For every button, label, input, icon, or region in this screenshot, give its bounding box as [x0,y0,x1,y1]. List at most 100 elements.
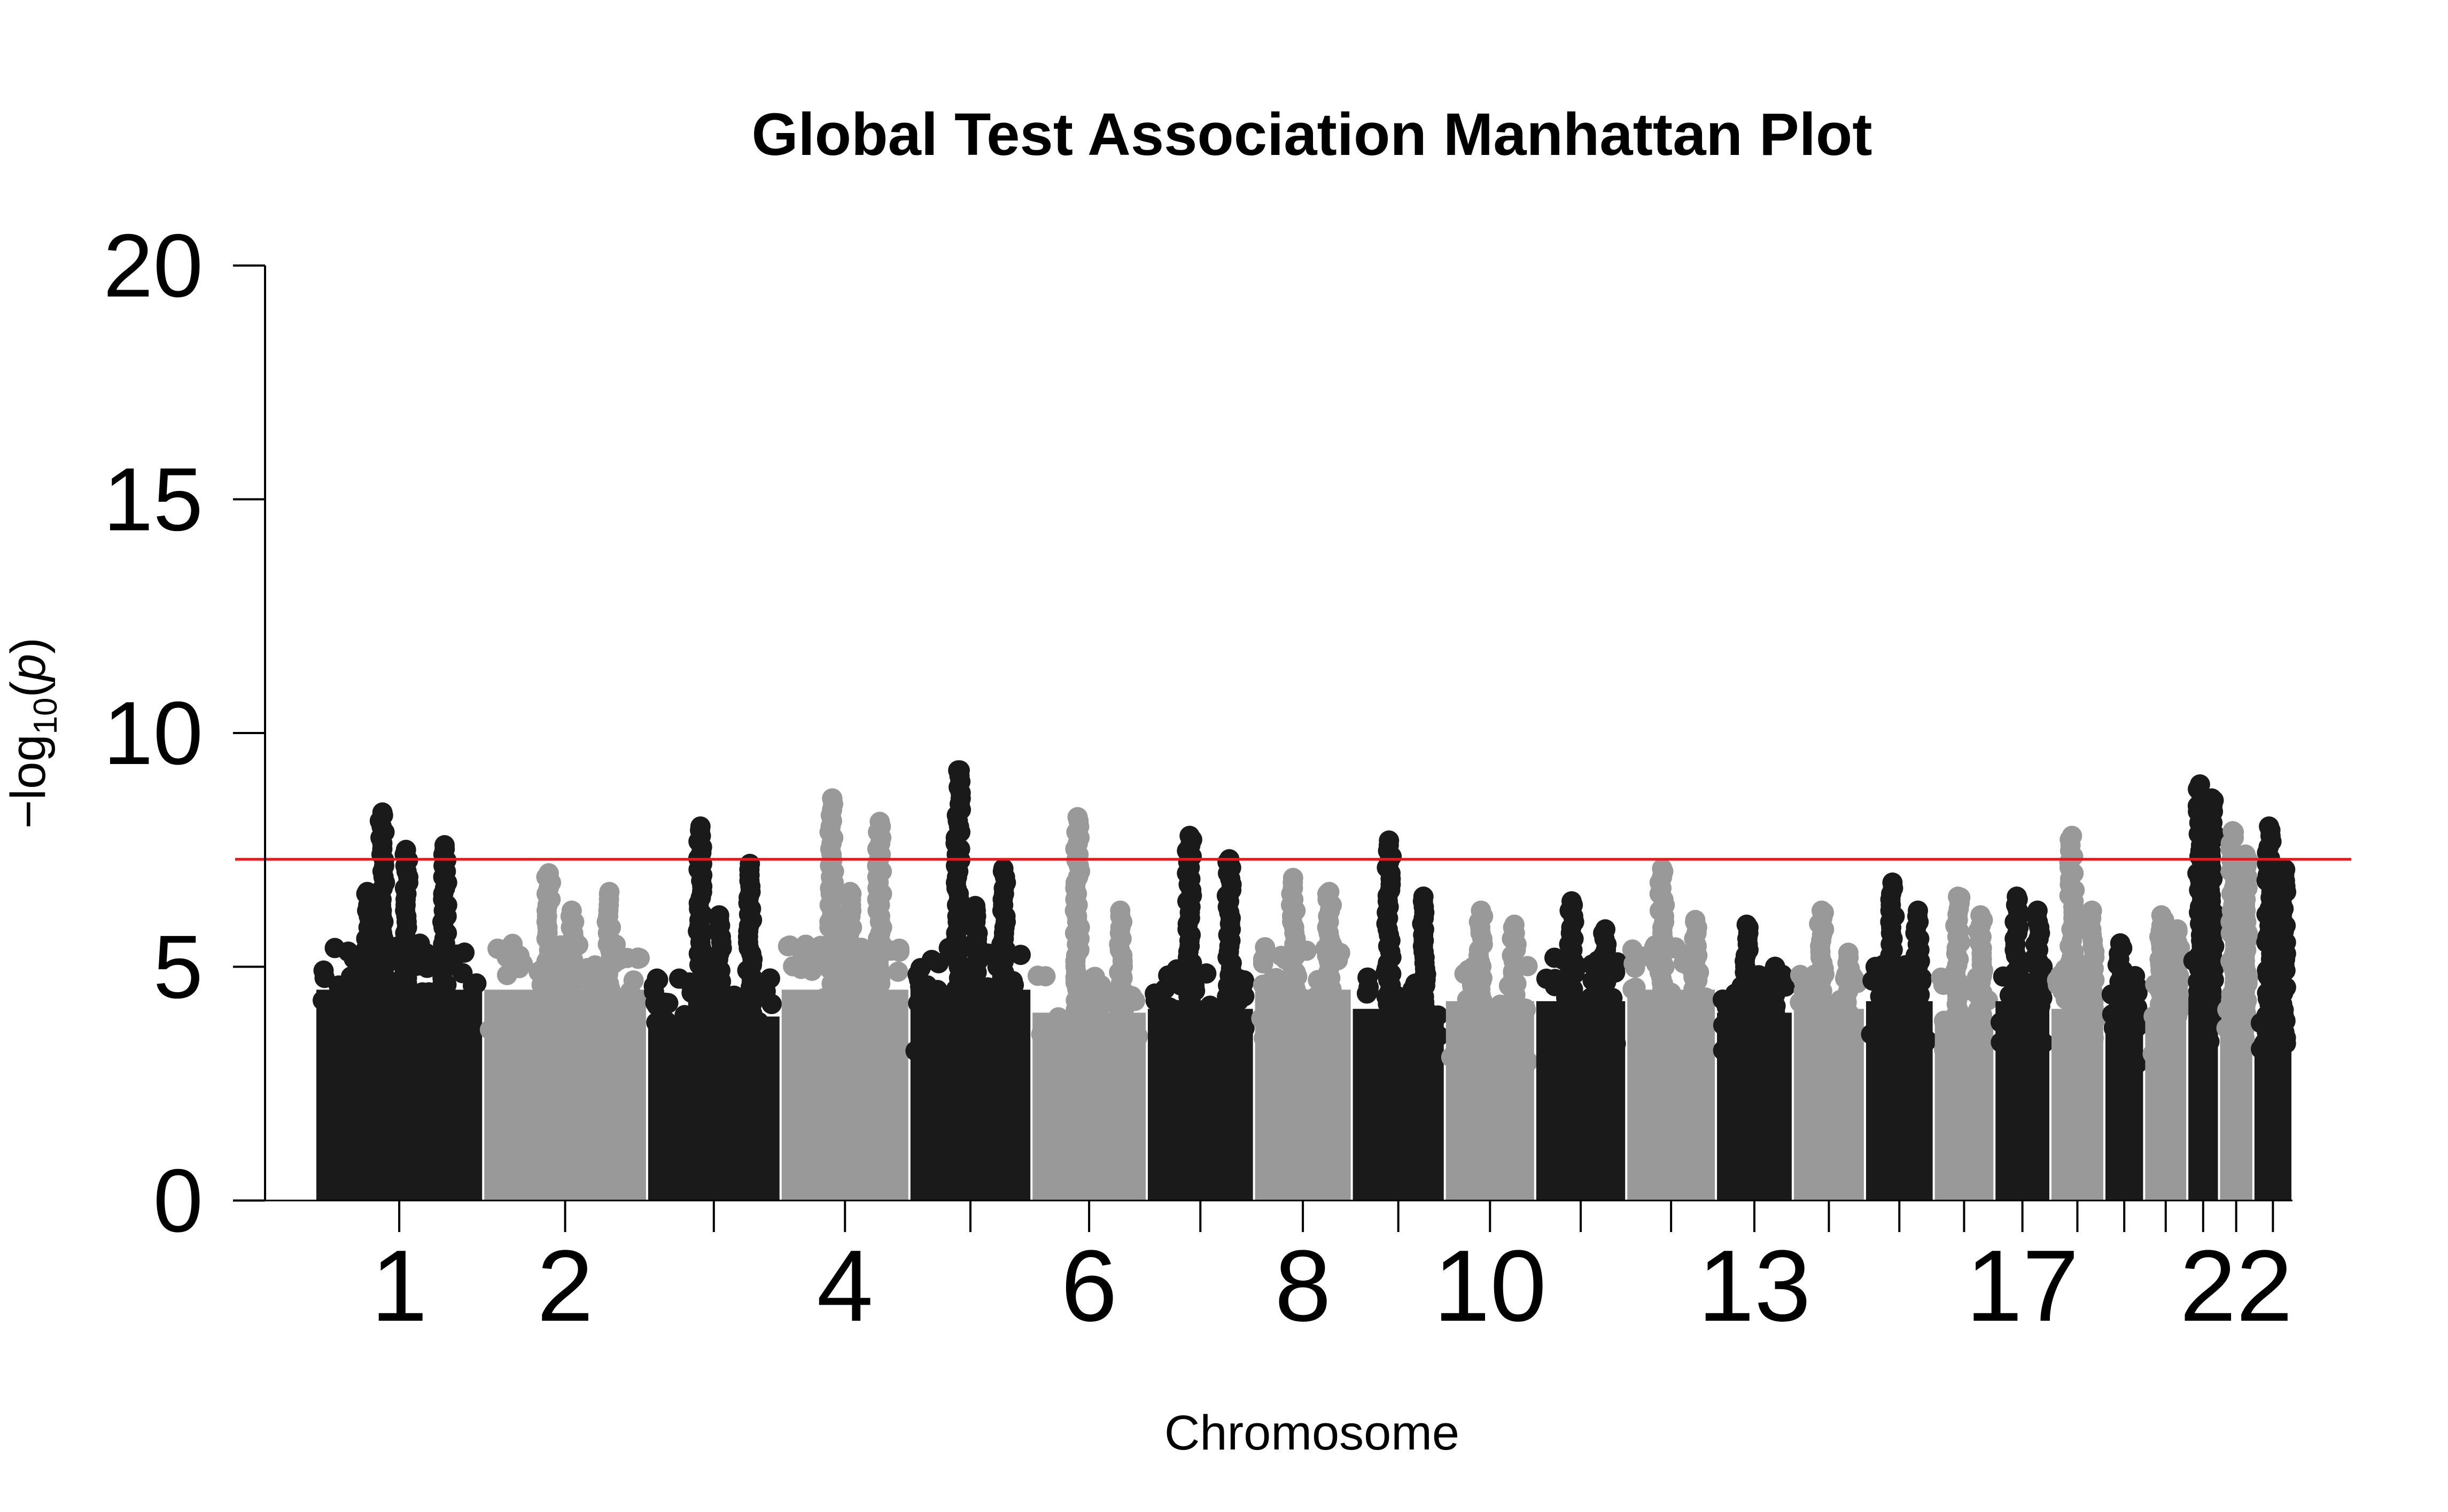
snp-point [826,1022,846,1042]
snp-point [359,1043,379,1064]
y-axis-ticks: 0 5 10 15 20 [103,215,265,1251]
chromosome-12-points [1622,858,1716,1201]
snp-peak-top [372,802,393,823]
snp-peak-top [1882,872,1903,893]
snp-point [1557,1046,1577,1066]
y-tick-label: 20 [103,215,203,316]
snp-point [1255,937,1276,957]
chromosome-13-points [1712,914,1796,1201]
snp-point [2033,1033,2054,1054]
snp-point [1605,1033,1626,1054]
snp-point [1795,1007,1816,1027]
snp-point [350,1014,371,1035]
snp-point [779,935,800,956]
x-tick-label: 8 [1274,1229,1331,1343]
snp-peak-top [740,854,760,874]
snp-peak-top [2151,905,2172,926]
snp-peak-top [822,788,843,809]
snp-point [1323,1030,1343,1051]
snp-peak-top [2227,886,2248,907]
snp-peak-top [1685,910,1706,930]
snp-point [662,1062,683,1083]
snp-point [620,981,641,1002]
snp-point [889,941,910,962]
snp-peak-top [2222,821,2243,841]
snp-point [2127,1053,2148,1073]
snp-point [861,1004,882,1025]
snp-point [1231,1039,1252,1059]
chromosome-16-points [1931,886,1999,1201]
snp-point [921,949,942,970]
snp-point [1794,1032,1815,1053]
snp-point [466,973,487,994]
snp-point [1145,983,1165,1004]
snp-point [802,960,822,981]
snp-point [2007,1035,2027,1056]
snp-point [549,1034,570,1055]
snp-point [1917,1030,1938,1051]
x-tick-label: 22 [2180,1229,2292,1343]
snp-point [513,1011,534,1032]
snp-point [786,1024,807,1045]
snp-peak-top [2007,886,2027,907]
y-axis-label-var: p [1,654,56,683]
snp-point [1650,1011,1671,1032]
snp-point [1591,1048,1612,1069]
snp-peak-top [561,900,582,921]
snp-point [1150,1032,1171,1053]
snp-point [784,996,805,1017]
snp-point [1027,965,1048,986]
snp-peak-top [395,839,416,860]
snp-peak-top [1652,858,1673,879]
x-tick-label: 17 [1966,1229,2079,1343]
chromosome-7-points [1145,825,1255,1201]
snp-point [616,1007,637,1027]
snp-peak-top [709,905,729,926]
chromosome-8-points [1251,868,1351,1201]
y-axis-label-open: ( [1,681,56,697]
snp-peak-top [538,863,559,884]
snp-point [454,942,475,963]
chromosome-6-points [1027,807,1148,1201]
snp-point [888,961,908,982]
chromosome-11-points [1536,891,1628,1201]
snp-point [2073,1043,2094,1064]
snp-point [1420,1022,1441,1043]
chromosome-23-points [2250,816,2297,1201]
chromosome-1-points [313,802,487,1201]
snp-point [907,964,928,985]
snp-peak-top [1908,900,1929,921]
snp-peak-top [357,882,378,902]
snp-point [651,1035,672,1056]
snp-peak-top [2062,825,2082,846]
chromosome-13-dense-points [1717,1012,1792,1201]
chromosome-10-points [1441,900,1538,1201]
snp-point [1367,1019,1388,1040]
snp-point [1032,1024,1053,1045]
snp-point [669,968,689,989]
snp-point [1202,1056,1223,1077]
snp-point [1382,1022,1403,1043]
chromosome-17-points [1990,886,2054,1201]
snp-point [1861,1024,1882,1045]
snp-point [415,1043,436,1064]
snp-peak-top [690,816,711,837]
snp-point [645,993,666,1014]
snp-point [1321,1002,1342,1023]
snp-point [376,1002,397,1023]
snp-peak-top [1561,891,1582,911]
snp-point [976,1001,997,1022]
snp-peak-top [948,760,969,781]
x-tick-label: 2 [537,1229,594,1343]
snp-point [420,1018,441,1039]
snp-point [485,998,506,1019]
y-tick-label: 15 [103,449,203,550]
snp-peak-top [2189,774,2210,795]
chromosome-21-dense-points [2188,997,2218,1201]
snp-point [923,1032,944,1053]
snp-point [1404,1053,1425,1073]
x-tick-label: 13 [1698,1229,1810,1343]
snp-peak-top [869,812,890,832]
snp-point [1569,1024,1590,1045]
snp-point [761,994,782,1015]
